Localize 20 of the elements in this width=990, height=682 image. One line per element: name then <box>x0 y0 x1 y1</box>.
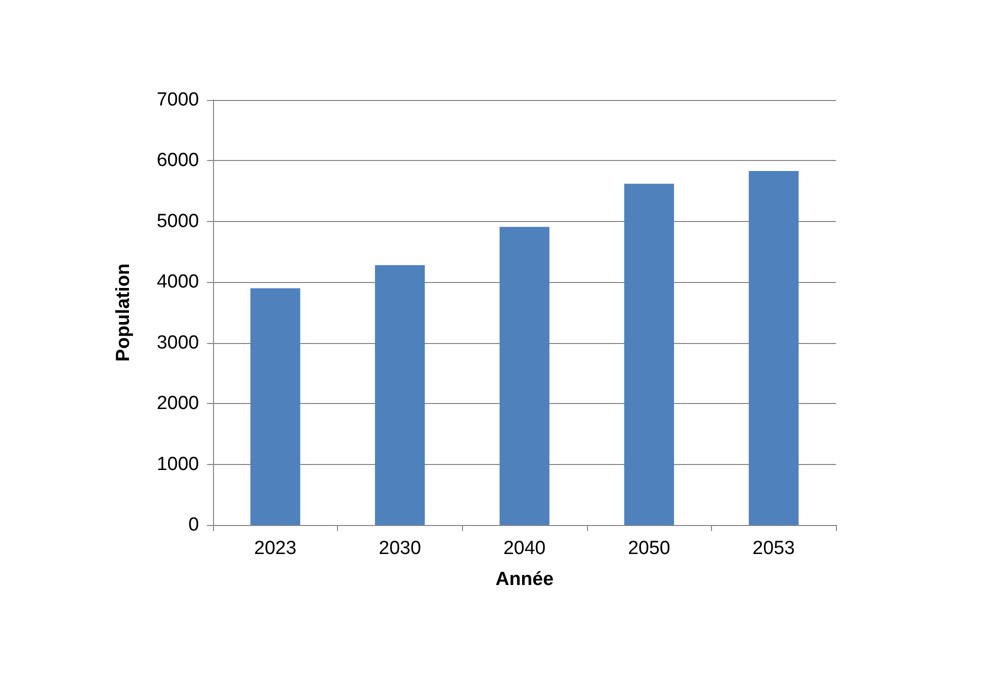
y-tick-label: 0 <box>188 514 199 536</box>
y-axis-title: Population <box>113 263 134 362</box>
x-axis-title: Année <box>495 569 554 590</box>
y-tick-label: 5000 <box>156 210 199 232</box>
x-tick-label: 2040 <box>503 538 546 559</box>
y-tick-label: 4000 <box>156 272 199 293</box>
bar <box>500 226 550 525</box>
x-tick-label: 2053 <box>752 538 795 559</box>
x-tick-label: 2050 <box>628 538 670 559</box>
bar <box>374 265 425 525</box>
y-tick-label: 7000 <box>156 90 199 110</box>
x-tick-label: 2023 <box>254 538 296 559</box>
y-tick-label: 2000 <box>156 393 199 414</box>
y-tick-label: 3000 <box>156 332 199 354</box>
bar <box>624 184 674 525</box>
bar <box>250 288 300 525</box>
y-tick-label: 1000 <box>156 454 199 475</box>
x-tick-label: 2030 <box>378 538 422 559</box>
y-tick-label: 6000 <box>156 150 199 172</box>
bar <box>748 171 799 525</box>
